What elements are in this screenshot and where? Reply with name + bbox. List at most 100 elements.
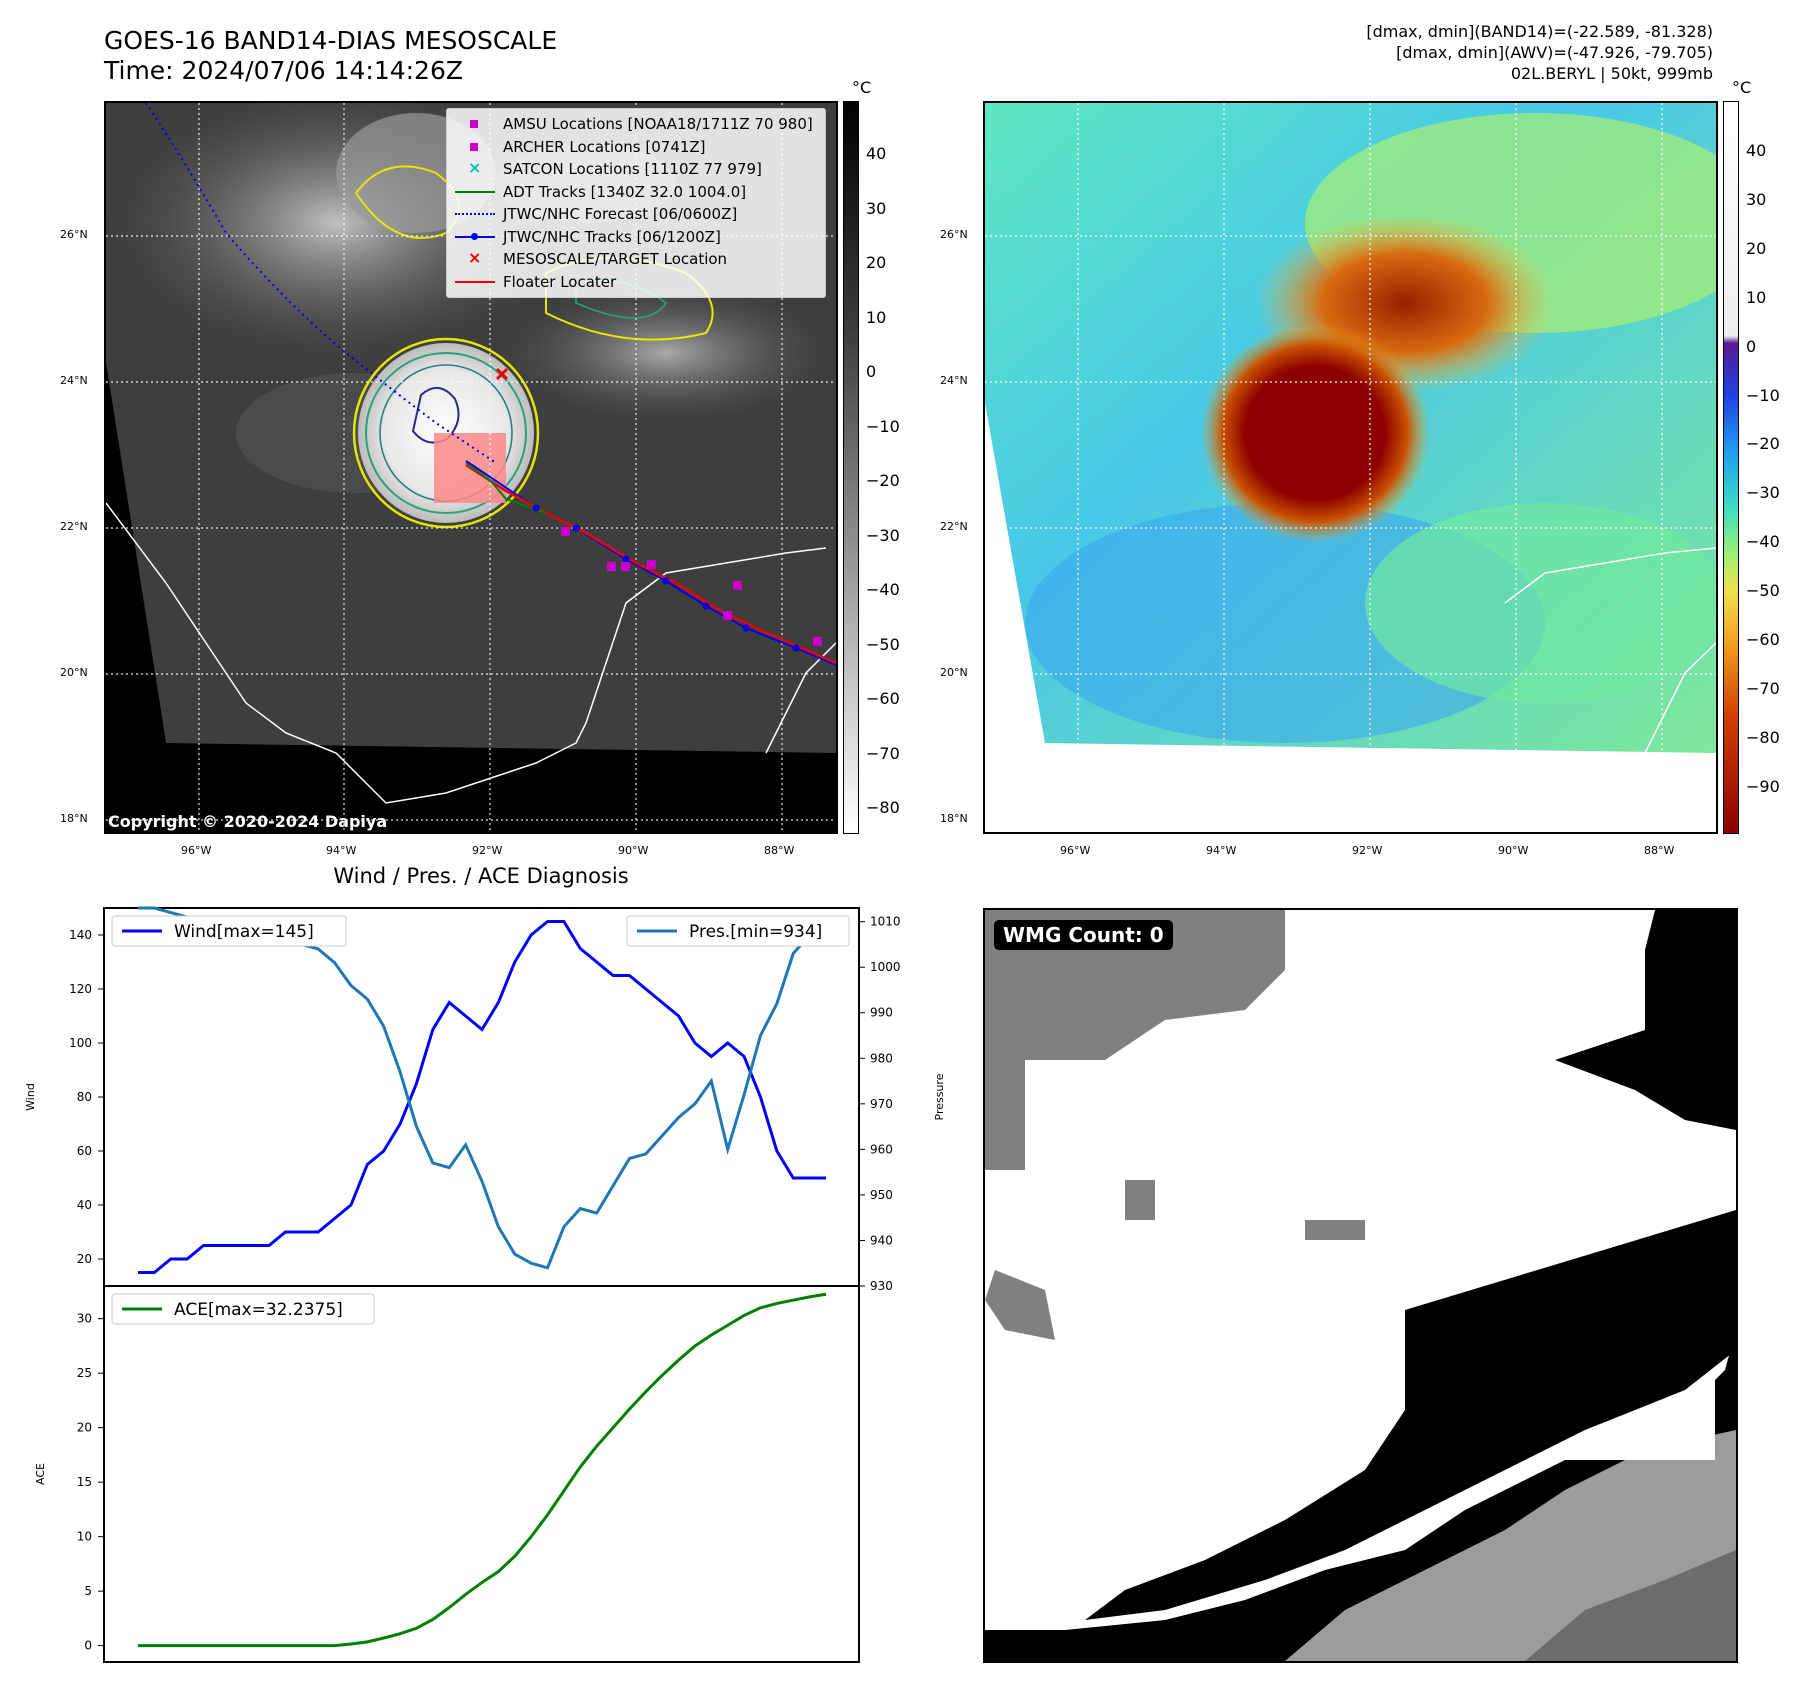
- colorbar-tick-label: −60: [1746, 630, 1780, 649]
- best-track: [465, 460, 836, 666]
- lat-tick: 24°N: [60, 374, 88, 387]
- lat-tick: 22°N: [940, 520, 968, 533]
- wmg-count-badge: WMG Count: 0: [994, 920, 1173, 950]
- colorbar-tick-label: 30: [1746, 189, 1767, 209]
- legend-item: Floater Locater: [455, 271, 817, 294]
- square-marker-icon: [470, 120, 478, 129]
- axis-tick-label: 930: [870, 1279, 893, 1293]
- axis-tick-label: 5: [84, 1584, 92, 1598]
- pressure-y-ticks: 930 940 950 960 970 980 990 1000 1010: [859, 915, 901, 1293]
- amsu-archer-markers: [561, 527, 822, 646]
- axis-tick-label: 990: [870, 1006, 893, 1020]
- coastline: [106, 502, 827, 804]
- colorbar-tick-label: 30: [866, 198, 887, 218]
- lat-tick: 18°N: [940, 812, 968, 825]
- lon-tick: 90°W: [618, 844, 649, 857]
- ace-legend-label: ACE[max=32.2375]: [174, 1300, 343, 1320]
- colorbar-tick-label: 0: [866, 362, 877, 381]
- wind-axis-label: Wind: [24, 1083, 37, 1111]
- ace-y-ticks: 0 5 10 15 20 25 30: [77, 1312, 104, 1653]
- axis-tick-label: 25: [77, 1366, 92, 1380]
- lat-tick: 18°N: [60, 812, 88, 825]
- colorbar-tick-label: 0: [1746, 336, 1757, 356]
- line-icon: [455, 190, 495, 193]
- colorbar-tick-label: −70: [1746, 678, 1780, 698]
- colorbar-tick-label: −50: [866, 634, 900, 654]
- colorbar-tick-label: −80: [866, 798, 900, 817]
- colorbar-tick-label: −40: [866, 580, 900, 599]
- figure-time: Time: 2024/07/06 14:14:26Z: [104, 56, 463, 85]
- axis-tick-label: 30: [77, 1312, 92, 1326]
- x-marker-icon: ×: [468, 158, 482, 178]
- wind-legend-label: Wind[max=145]: [174, 922, 314, 942]
- grayscale-colorbar: [843, 101, 859, 834]
- pressure-axis-label: Pressure: [933, 1073, 946, 1120]
- dotted-line-icon: [455, 213, 495, 216]
- lon-tick: 94°W: [326, 844, 357, 857]
- colorbar-unit: °C: [852, 78, 872, 97]
- forecast-track: [145, 103, 497, 464]
- axis-tick-label: 0: [84, 1639, 92, 1653]
- colorbar-tick-label: −10: [866, 416, 900, 436]
- colorbar-tick-label: 20: [1746, 238, 1767, 258]
- axis-tick-label: 60: [77, 1144, 92, 1158]
- floater-track: [465, 463, 836, 665]
- axis-tick-label: 40: [77, 1198, 92, 1212]
- axis-tick-label: 950: [870, 1188, 893, 1202]
- colorbar-tick-label: −80: [1746, 727, 1780, 747]
- lon-tick: 92°W: [472, 844, 503, 857]
- lat-tick: 24°N: [940, 374, 968, 387]
- colorbar-tick-label: −10: [1746, 385, 1780, 405]
- axis-tick-label: 15: [77, 1475, 92, 1489]
- colorbar-tick-label: −90: [1746, 776, 1780, 796]
- axis-tick-label: 1000: [870, 960, 901, 974]
- x-marker-icon: ×: [468, 248, 482, 268]
- lat-tick: 22°N: [60, 520, 88, 533]
- axis-tick-label: 970: [870, 1097, 893, 1111]
- awv-range-info: [dmax, dmin](AWV)=(-47.926, -79.705): [1396, 43, 1713, 62]
- cyclone-core-region: [1200, 323, 1430, 543]
- legend-item: JTWC/NHC Tracks [06/1200Z]: [455, 226, 817, 249]
- lon-tick: 96°W: [1060, 844, 1091, 857]
- axis-tick-label: 20: [77, 1252, 92, 1266]
- wmg-panel: [983, 908, 1738, 1663]
- wind-y-ticks: 20 40 60 80 100 120 140: [69, 928, 104, 1266]
- storm-info: 02L.BERYL | 50kt, 999mb: [1510, 64, 1713, 83]
- colorbar-tick-label: −50: [1746, 581, 1780, 601]
- axis-tick-label: 10: [77, 1530, 92, 1544]
- axis-tick-label: 20: [77, 1421, 92, 1435]
- axis-tick-label: 980: [870, 1051, 893, 1065]
- colorbar-tick-label: −60: [866, 689, 900, 708]
- axis-tick-label: 940: [870, 1233, 893, 1247]
- band14-range-info: [dmax, dmin](BAND14)=(-22.589, -81.328): [1366, 22, 1713, 41]
- lat-tick: 20°N: [60, 666, 88, 679]
- legend-item: AMSU Locations [NOAA18/1711Z 70 980]: [455, 113, 817, 136]
- wind-series-line: [138, 920, 826, 1274]
- ace-series-line: [138, 1292, 827, 1648]
- awv-map: [985, 103, 1716, 832]
- legend-item: × SATCON Locations [1110Z 77 979]: [455, 158, 817, 181]
- ace-axis-label: ACE: [34, 1463, 47, 1485]
- ace-legend: ACE[max=32.2375]: [111, 1293, 375, 1325]
- awv-colorbar: [1723, 101, 1739, 834]
- lat-tick: 20°N: [940, 666, 968, 679]
- legend-item: ADT Tracks [1340Z 32.0 1004.0]: [455, 181, 817, 204]
- colorbar-tick-label: 20: [866, 253, 887, 272]
- colorbar-tick-label: −40: [1746, 532, 1780, 552]
- legend-label: JTWC/NHC Forecast [06/0600Z]: [503, 205, 738, 224]
- legend-label: JTWC/NHC Tracks [06/1200Z]: [503, 227, 721, 246]
- lon-tick: 94°W: [1206, 844, 1237, 857]
- colorbar-tick-label: −30: [1746, 483, 1780, 503]
- colorbar-tick-label: 10: [866, 307, 887, 327]
- colorbar-tick-label: −20: [1746, 434, 1780, 454]
- legend-label: ADT Tracks [1340Z 32.0 1004.0]: [503, 182, 747, 201]
- lon-tick: 96°W: [181, 844, 212, 857]
- ace-axes: [103, 1285, 860, 1663]
- target-marker: [495, 367, 509, 381]
- pres-legend: Pres.[min=934]: [626, 915, 850, 947]
- legend-item: ARCHER Locations [0741Z]: [455, 136, 817, 159]
- legend-label: Floater Locater: [503, 272, 617, 291]
- axis-tick-label: 120: [69, 982, 92, 996]
- line-icon: [455, 280, 495, 283]
